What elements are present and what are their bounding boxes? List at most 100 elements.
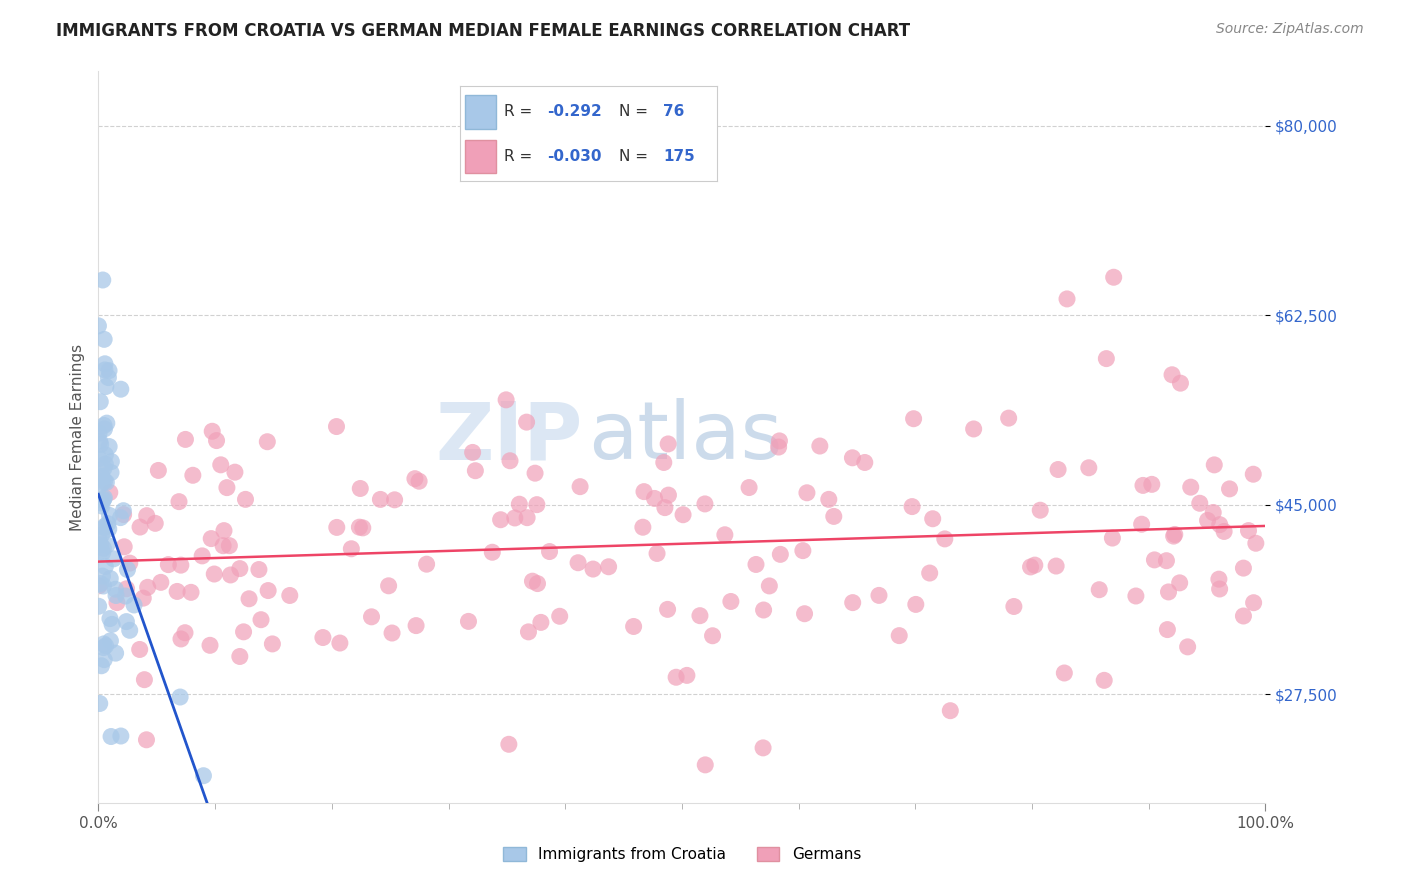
Point	[1156, 623, 1178, 637]
Point	[901, 500, 924, 514]
Point	[1143, 553, 1166, 567]
Point	[97, 370, 120, 384]
Point	[645, 546, 668, 560]
Point	[94, 357, 117, 371]
Point	[200, 532, 222, 546]
Point	[93, 461, 115, 475]
Point	[499, 454, 522, 468]
Point	[98, 572, 121, 586]
Point	[823, 509, 845, 524]
Point	[101, 617, 124, 632]
Point	[87, 426, 110, 441]
Point	[841, 596, 863, 610]
Point	[135, 732, 157, 747]
Point	[105, 589, 128, 603]
Point	[169, 690, 191, 704]
Point	[93, 418, 115, 433]
Point	[87, 533, 110, 547]
Point	[377, 579, 399, 593]
Point	[117, 562, 139, 576]
Point	[91, 475, 114, 490]
Point	[567, 556, 589, 570]
Point	[104, 582, 127, 597]
Point	[526, 498, 548, 512]
Point	[98, 440, 121, 454]
Point	[149, 575, 172, 590]
Point	[853, 455, 876, 469]
Point	[1232, 561, 1254, 575]
Point	[202, 567, 225, 582]
Point	[93, 491, 115, 505]
Point	[93, 520, 115, 534]
Point	[1130, 517, 1153, 532]
Point	[1170, 376, 1192, 391]
Point	[517, 624, 540, 639]
Point	[808, 439, 831, 453]
Point	[508, 497, 530, 511]
Point	[889, 629, 911, 643]
Point	[758, 579, 780, 593]
Point	[89, 697, 111, 711]
Point	[1047, 462, 1070, 476]
Point	[1202, 506, 1225, 520]
Point	[868, 588, 890, 602]
Point	[326, 520, 349, 534]
Point	[457, 615, 479, 629]
Point	[100, 454, 122, 468]
Point	[665, 670, 688, 684]
Point	[1180, 480, 1202, 494]
Point	[329, 636, 352, 650]
Text: ZIP: ZIP	[436, 398, 582, 476]
Point	[205, 434, 228, 448]
Point	[166, 584, 188, 599]
Point	[100, 730, 122, 744]
Point	[94, 379, 117, 393]
Point	[157, 558, 180, 572]
Point	[93, 637, 115, 651]
Point	[582, 562, 605, 576]
Point	[349, 482, 371, 496]
Point	[1177, 640, 1199, 654]
Point	[817, 492, 839, 507]
Point	[90, 496, 112, 510]
Point	[229, 649, 252, 664]
Point	[1088, 582, 1111, 597]
Point	[100, 466, 122, 480]
Point	[381, 626, 404, 640]
Point	[90, 437, 112, 451]
Point	[89, 579, 111, 593]
Point	[768, 440, 790, 454]
Point	[257, 583, 280, 598]
Point	[652, 455, 675, 469]
Point	[1161, 368, 1184, 382]
Point	[96, 475, 118, 490]
Point	[89, 434, 111, 449]
Point	[94, 639, 117, 653]
Point	[98, 508, 121, 523]
Point	[714, 528, 737, 542]
Point	[1218, 482, 1240, 496]
Point	[1208, 582, 1230, 596]
Point	[793, 607, 815, 621]
Point	[136, 580, 159, 594]
Point	[904, 598, 927, 612]
Point	[530, 615, 553, 630]
Point	[1244, 536, 1267, 550]
Point	[657, 437, 679, 451]
Point	[522, 574, 544, 589]
Point	[526, 576, 548, 591]
Point	[352, 521, 374, 535]
Point	[1163, 529, 1185, 543]
Point	[97, 516, 120, 531]
Point	[934, 532, 956, 546]
Point	[538, 544, 561, 558]
Point	[1132, 478, 1154, 492]
Point	[738, 481, 761, 495]
Point	[180, 585, 202, 599]
Point	[569, 480, 592, 494]
Point	[1188, 496, 1211, 510]
Point	[256, 434, 278, 449]
Point	[745, 558, 768, 572]
Point	[1092, 673, 1115, 688]
Point	[1237, 524, 1260, 538]
